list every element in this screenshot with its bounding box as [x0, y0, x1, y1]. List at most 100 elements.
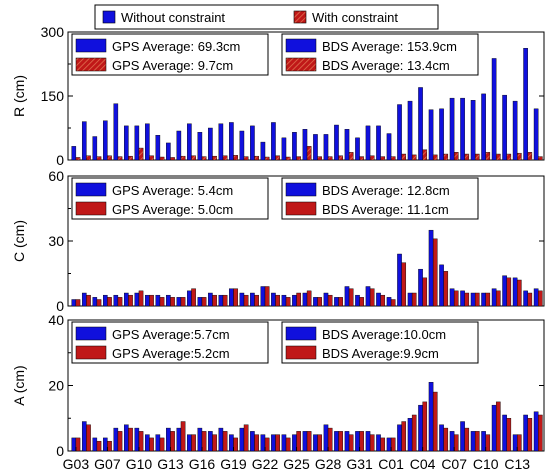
bar-with-constraint: [275, 294, 280, 307]
bar-without-constraint: [124, 292, 129, 307]
bar-without-constraint: [197, 427, 203, 452]
bar-without-constraint: [502, 414, 507, 452]
bar-with-constraint: [275, 434, 280, 452]
y-tick-label: 40: [48, 312, 64, 328]
bar-with-constraint: [422, 277, 428, 307]
bar-without-constraint: [334, 124, 339, 161]
bar-without-constraint: [208, 292, 213, 307]
x-tick-label: G28: [315, 456, 342, 472]
bar-with-constraint: [243, 156, 249, 161]
bar-with-constraint: [264, 437, 270, 452]
swatch-with: [285, 345, 317, 360]
bar-with-constraint: [443, 153, 449, 161]
bar-without-constraint: [176, 130, 182, 161]
bar-with-constraint: [464, 153, 470, 161]
bar-with-constraint: [369, 155, 375, 161]
y-tick-label: 150: [41, 88, 65, 104]
bar-with-constraint: [128, 155, 133, 161]
bar-with-constraint: [212, 294, 217, 307]
y-tick-label: 30: [48, 233, 64, 249]
bar-without-constraint: [407, 100, 413, 161]
bar-with-constraint: [380, 156, 386, 161]
bar-without-constraint: [418, 87, 423, 161]
bar-with-constraint: [317, 297, 322, 307]
average-text: GPS Average: 69.3cm: [112, 39, 240, 54]
bar-with-constraint: [464, 292, 470, 307]
bar-without-constraint: [250, 431, 255, 452]
bar-with-constraint: [453, 290, 459, 307]
bar-without-constraint: [124, 424, 129, 452]
bar-with-constraint: [506, 277, 512, 307]
bar-with-constraint: [159, 437, 165, 452]
bar-with-constraint: [338, 297, 343, 307]
bar-with-constraint: [128, 427, 133, 452]
bar-without-constraint: [103, 120, 108, 161]
bar-without-constraint: [81, 292, 87, 307]
bar-with-constraint: [306, 290, 312, 307]
bar-without-constraint: [166, 142, 171, 161]
bar-without-constraint: [376, 292, 381, 307]
bar-without-constraint: [449, 431, 455, 452]
bar-with-constraint: [96, 299, 102, 307]
bar-with-constraint: [411, 292, 417, 307]
bar-with-constraint: [180, 421, 186, 452]
bar-with-constraint: [453, 434, 459, 452]
bar-with-constraint: [380, 294, 386, 307]
swatch-without: [75, 182, 107, 197]
bar-without-constraint: [229, 122, 234, 161]
bar-without-constraint: [460, 290, 465, 307]
bar-with-constraint: [443, 427, 449, 452]
bar-with-constraint: [327, 294, 333, 307]
bar-with-constraint: [233, 155, 238, 161]
bar-without-constraint: [218, 427, 224, 452]
bar-without-constraint: [113, 427, 119, 452]
bar-without-constraint: [302, 129, 308, 161]
bar-with-constraint: [107, 440, 112, 452]
bar-with-constraint: [233, 288, 238, 307]
bar-with-constraint: [170, 297, 175, 307]
bar-with-constraint: [517, 434, 522, 452]
swatch-without: [75, 326, 107, 341]
bar-with-constraint: [538, 290, 543, 307]
bds-average-box: BDS Average:10.0cm BDS Average:9.9cm: [281, 321, 479, 364]
bar-with-constraint: [443, 271, 449, 307]
bar-without-constraint: [481, 431, 486, 452]
top-legend: Without constraint With constraint: [94, 4, 439, 30]
bar-without-constraint: [481, 292, 486, 307]
bar-without-constraint: [512, 434, 518, 452]
swatch-without: [285, 182, 317, 197]
bar-with-constraint: [170, 431, 175, 452]
x-tick-label: G22: [252, 456, 279, 472]
bar-without-constraint: [155, 434, 161, 452]
swatch-with: [285, 201, 317, 216]
average-text: BDS Average:9.9cm: [322, 346, 439, 361]
bar-without-constraint: [386, 297, 392, 307]
bar-without-constraint: [187, 123, 192, 161]
bar-without-constraint: [344, 286, 350, 307]
bar-with-constraint: [474, 292, 480, 307]
bar-without-constraint: [197, 297, 203, 307]
bar-without-constraint: [313, 297, 318, 307]
bar-with-constraint: [306, 146, 312, 161]
bar-with-constraint: [296, 156, 301, 161]
bar-without-constraint: [449, 97, 455, 161]
bar-without-constraint: [187, 290, 192, 307]
average-text: GPS Average: 5.0cm: [112, 202, 233, 217]
bar-with-constraint: [527, 152, 533, 161]
bar-with-constraint: [390, 437, 396, 452]
bar-with-constraint: [128, 294, 133, 307]
bar-without-constraint: [533, 411, 539, 452]
y-axis-label: R (cm): [11, 75, 27, 117]
bar-without-constraint: [523, 290, 528, 307]
bar-without-constraint: [533, 288, 539, 307]
bar-without-constraint: [313, 134, 318, 161]
bar-without-constraint: [250, 292, 255, 307]
bar-with-constraint: [517, 279, 522, 307]
gps-average-box: GPS Average: 69.3cm GPS Average: 9.7cm: [71, 33, 269, 76]
bar-without-constraint: [260, 141, 266, 161]
swatch-with: [285, 57, 317, 72]
average-text: BDS Average: 153.9cm: [322, 39, 457, 54]
bar-with-constraint: [159, 297, 165, 307]
